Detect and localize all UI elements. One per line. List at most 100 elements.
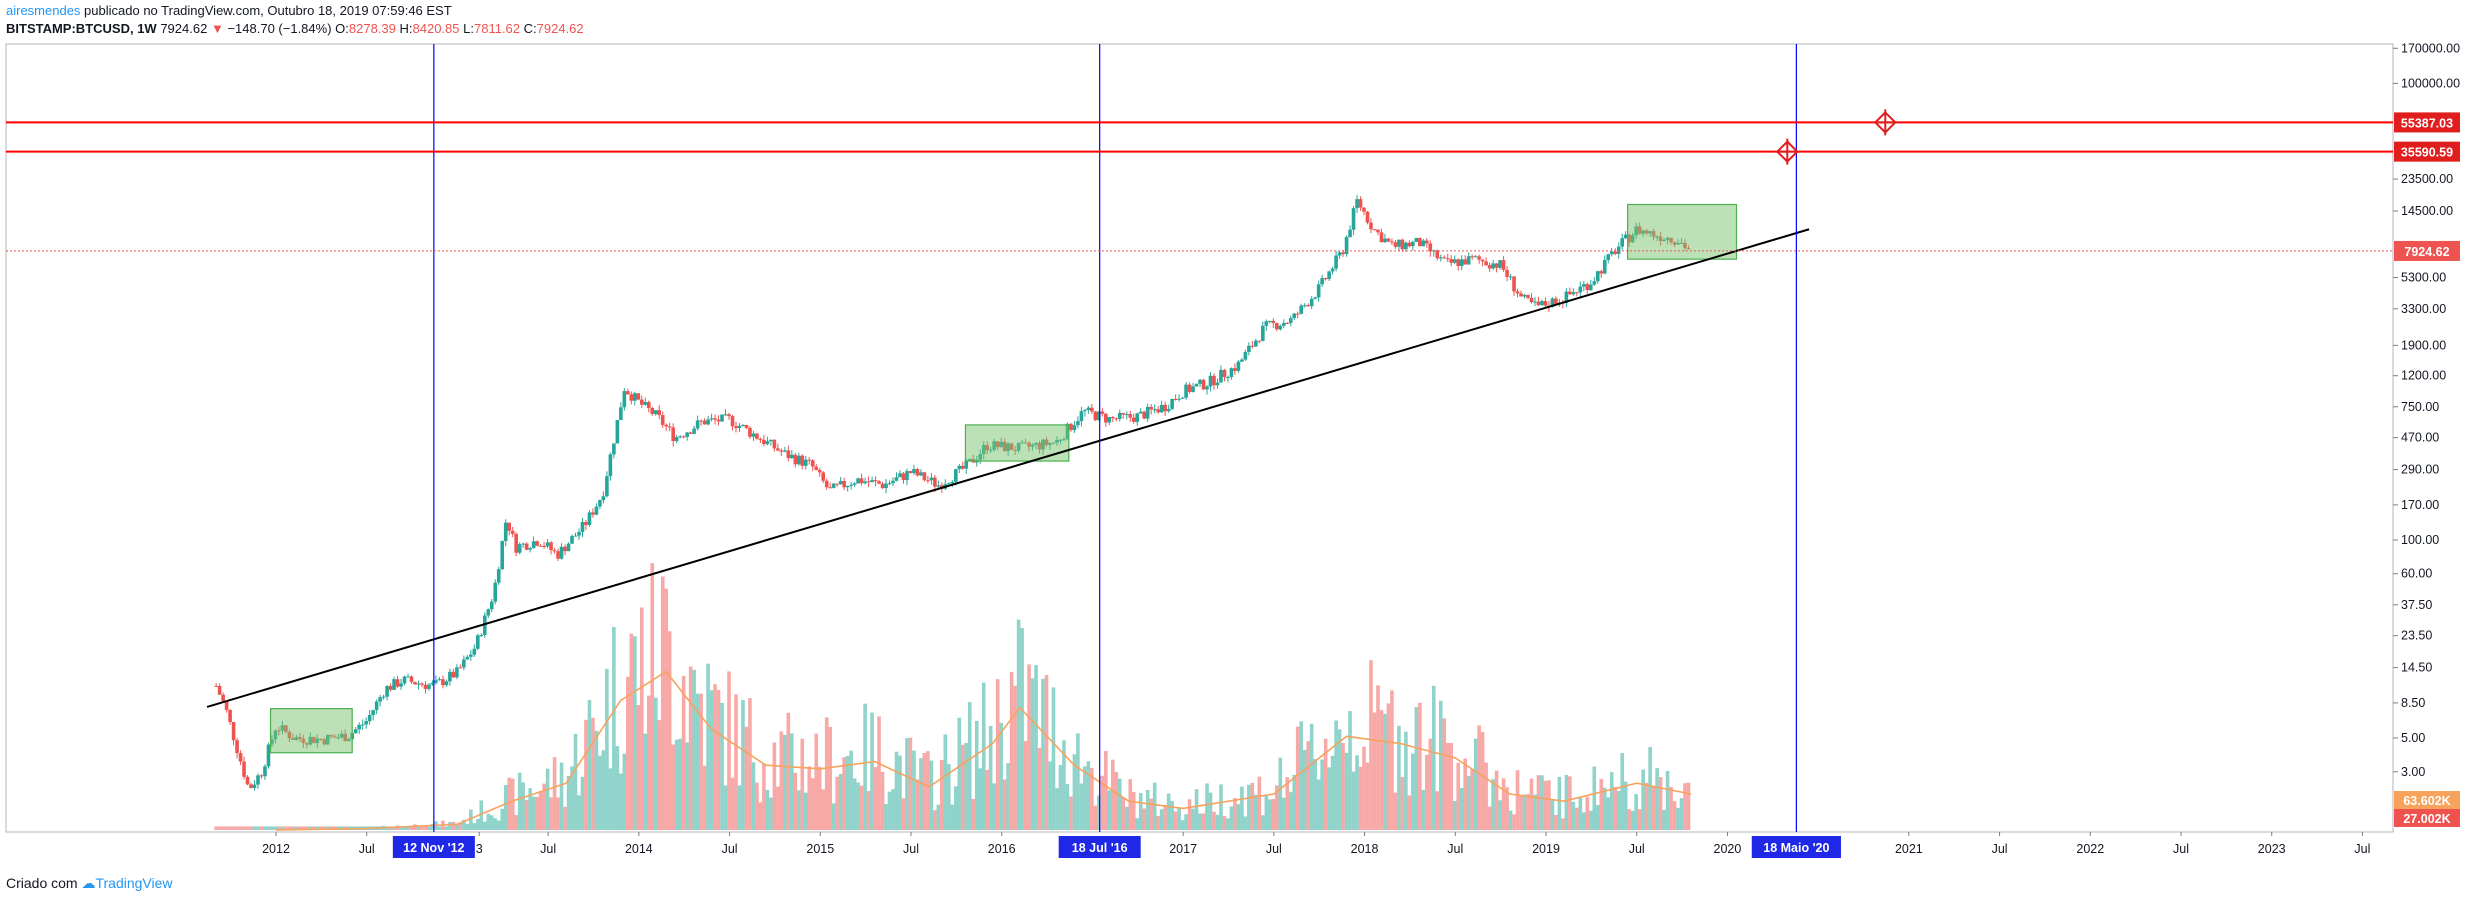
volume-bar xyxy=(919,758,923,830)
candle-body xyxy=(451,671,456,678)
candle-body xyxy=(803,459,808,466)
volume-bar xyxy=(1274,785,1279,830)
candle-body xyxy=(556,551,560,559)
volume-bar xyxy=(598,755,602,830)
volume-bar xyxy=(636,704,641,830)
candle-body xyxy=(413,681,417,685)
candle-body xyxy=(1295,313,1300,315)
volume-bar xyxy=(1571,801,1576,830)
volume-bar xyxy=(901,798,906,830)
author-link[interactable]: airesmendes xyxy=(6,3,81,18)
candle-body xyxy=(1554,298,1558,305)
volume-bar xyxy=(790,733,794,830)
candle-body xyxy=(912,469,916,474)
volume-bar xyxy=(245,826,250,830)
candle-body xyxy=(1376,229,1380,233)
volume-bar xyxy=(594,730,599,830)
x-tick-label: 2023 xyxy=(2258,842,2286,856)
candle-body xyxy=(1445,258,1450,260)
candle-body xyxy=(381,696,386,698)
volume-bar xyxy=(1327,767,1331,830)
candle-body xyxy=(1159,404,1164,413)
publish-line: airesmendes publicado no TradingView.com… xyxy=(6,2,584,20)
candle-body xyxy=(1128,414,1133,418)
candle-body xyxy=(1250,345,1255,347)
volume-bar xyxy=(1445,742,1450,830)
candle-body xyxy=(1142,411,1147,419)
volume-bar xyxy=(1491,779,1495,830)
symbol-label: BITSTAMP:BTCUSD, 1W xyxy=(6,21,157,36)
candle-body xyxy=(1194,383,1199,387)
candle-body xyxy=(894,477,899,481)
candle-body xyxy=(1254,340,1258,347)
volume-bar xyxy=(1575,807,1579,830)
volume-ma-line xyxy=(275,670,1692,831)
candle-body xyxy=(1292,313,1297,319)
volume-bar xyxy=(1644,782,1649,830)
volume-bar xyxy=(814,733,819,830)
volume-bar xyxy=(301,826,306,830)
volume-bar xyxy=(545,768,550,830)
candle-body xyxy=(751,433,756,437)
volume-bar xyxy=(489,815,494,830)
low-value: 7811.62 xyxy=(473,21,521,36)
candle-body xyxy=(880,483,885,489)
candle-body xyxy=(1571,292,1576,295)
volume-bar xyxy=(1292,774,1297,830)
candle-body xyxy=(1609,251,1614,255)
volume-bar xyxy=(605,668,609,830)
volume-bar xyxy=(831,803,836,830)
volume-bar xyxy=(503,785,508,830)
volume-bar xyxy=(448,822,452,830)
candle-body xyxy=(357,724,361,730)
volume-bar xyxy=(1620,753,1624,830)
level-label: 35590.59 xyxy=(2401,146,2453,160)
candle-body xyxy=(727,414,731,417)
candle-body xyxy=(1261,325,1265,341)
candle-body xyxy=(702,420,707,425)
volume-bar xyxy=(1299,721,1304,830)
y-tick-label: 37.50 xyxy=(2401,598,2432,612)
candle-body xyxy=(549,542,553,551)
candle-body xyxy=(256,775,260,785)
candle-body xyxy=(901,473,906,480)
candle-body xyxy=(1302,305,1307,307)
candle-body xyxy=(796,455,801,465)
candle-body xyxy=(1494,263,1499,268)
candle-body xyxy=(259,775,264,777)
volume-bar xyxy=(1002,779,1007,830)
volume-bar xyxy=(828,726,832,830)
volume-bar xyxy=(1257,776,1262,830)
candle-body xyxy=(444,681,449,686)
volume-bar xyxy=(999,722,1003,830)
candle-body xyxy=(482,615,487,636)
candle-body xyxy=(964,460,969,469)
candle-body xyxy=(1379,232,1384,243)
volume-bar xyxy=(1348,711,1352,830)
candle-body xyxy=(1459,259,1464,267)
volume-bar xyxy=(751,762,756,830)
candle-body xyxy=(1149,406,1153,410)
candle-body xyxy=(496,569,501,583)
tradingview-brand[interactable]: TradingView xyxy=(95,875,173,891)
volume-bar xyxy=(308,826,313,830)
candle-body xyxy=(252,784,257,789)
volume-bar xyxy=(1379,710,1384,830)
tradingview-logo-icon[interactable]: ☁ xyxy=(81,875,96,891)
volume-bar xyxy=(880,771,885,830)
volume-bar xyxy=(472,823,477,830)
volume-bar xyxy=(1330,755,1335,830)
volume-bar xyxy=(1683,783,1687,830)
volume-bar xyxy=(1034,665,1038,830)
candle-body xyxy=(1616,246,1621,254)
volume-bar xyxy=(978,768,983,830)
volume-bar xyxy=(1487,806,1492,830)
volume-bar xyxy=(580,776,585,830)
candle-body xyxy=(402,676,407,684)
volume-bar xyxy=(1334,720,1338,830)
candle-body xyxy=(1358,199,1363,208)
volume-label: 27.002K xyxy=(2403,812,2450,826)
volume-bar xyxy=(1222,816,1227,830)
candle-body xyxy=(786,450,791,459)
